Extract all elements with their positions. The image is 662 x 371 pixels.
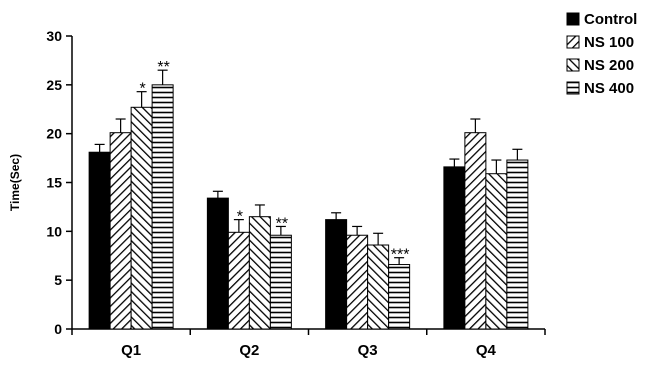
bars: **** ***** (88, 59, 529, 330)
bar (367, 244, 390, 330)
significance-label: * (140, 81, 146, 98)
bar (227, 231, 250, 330)
y-tick-label: 10 (46, 223, 62, 239)
legend-swatch (566, 81, 580, 95)
y-tick-label: 0 (54, 321, 62, 337)
bar (151, 84, 174, 330)
bar (206, 197, 229, 330)
legend-label: NS 200 (584, 57, 634, 74)
y-axis-label: Time(Sec) (8, 154, 22, 211)
bar (346, 234, 369, 330)
bar (485, 173, 508, 330)
legend-label: NS 400 (584, 80, 634, 97)
bar (388, 264, 411, 330)
significance-label: ** (157, 59, 169, 76)
significance-label: * (237, 209, 243, 226)
bar (464, 132, 487, 330)
bar (109, 132, 132, 330)
x-category-label: Q1 (121, 342, 141, 359)
legend-swatch (566, 12, 580, 26)
bar (88, 151, 111, 330)
y-tick-label: 20 (46, 126, 62, 142)
legend: Control NS 100 NS 200 NS 400 (566, 11, 637, 97)
legend-label: Control (584, 11, 637, 28)
x-category-label: Q2 (239, 342, 259, 359)
legend-swatch (566, 58, 580, 72)
x-category-label: Q3 (358, 342, 378, 359)
y-tick-label: 25 (46, 77, 62, 93)
y-tick-label: 15 (46, 175, 62, 191)
legend-label: NS 100 (584, 34, 634, 51)
bar (130, 106, 153, 330)
axes: 0 5 10 15 20 25 30 Time(Sec) Q1 Q2 Q3 Q4 (8, 28, 546, 359)
bar (506, 159, 529, 330)
legend-swatch (566, 35, 580, 49)
bar (325, 219, 348, 330)
bar (248, 216, 271, 330)
bar (269, 234, 292, 330)
y-tick-label: 30 (46, 28, 62, 44)
x-category-label: Q4 (476, 342, 497, 359)
significance-label: ** (276, 215, 288, 232)
bar (443, 166, 466, 330)
y-tick-label: 5 (54, 272, 62, 288)
significance-label: *** (391, 247, 410, 264)
